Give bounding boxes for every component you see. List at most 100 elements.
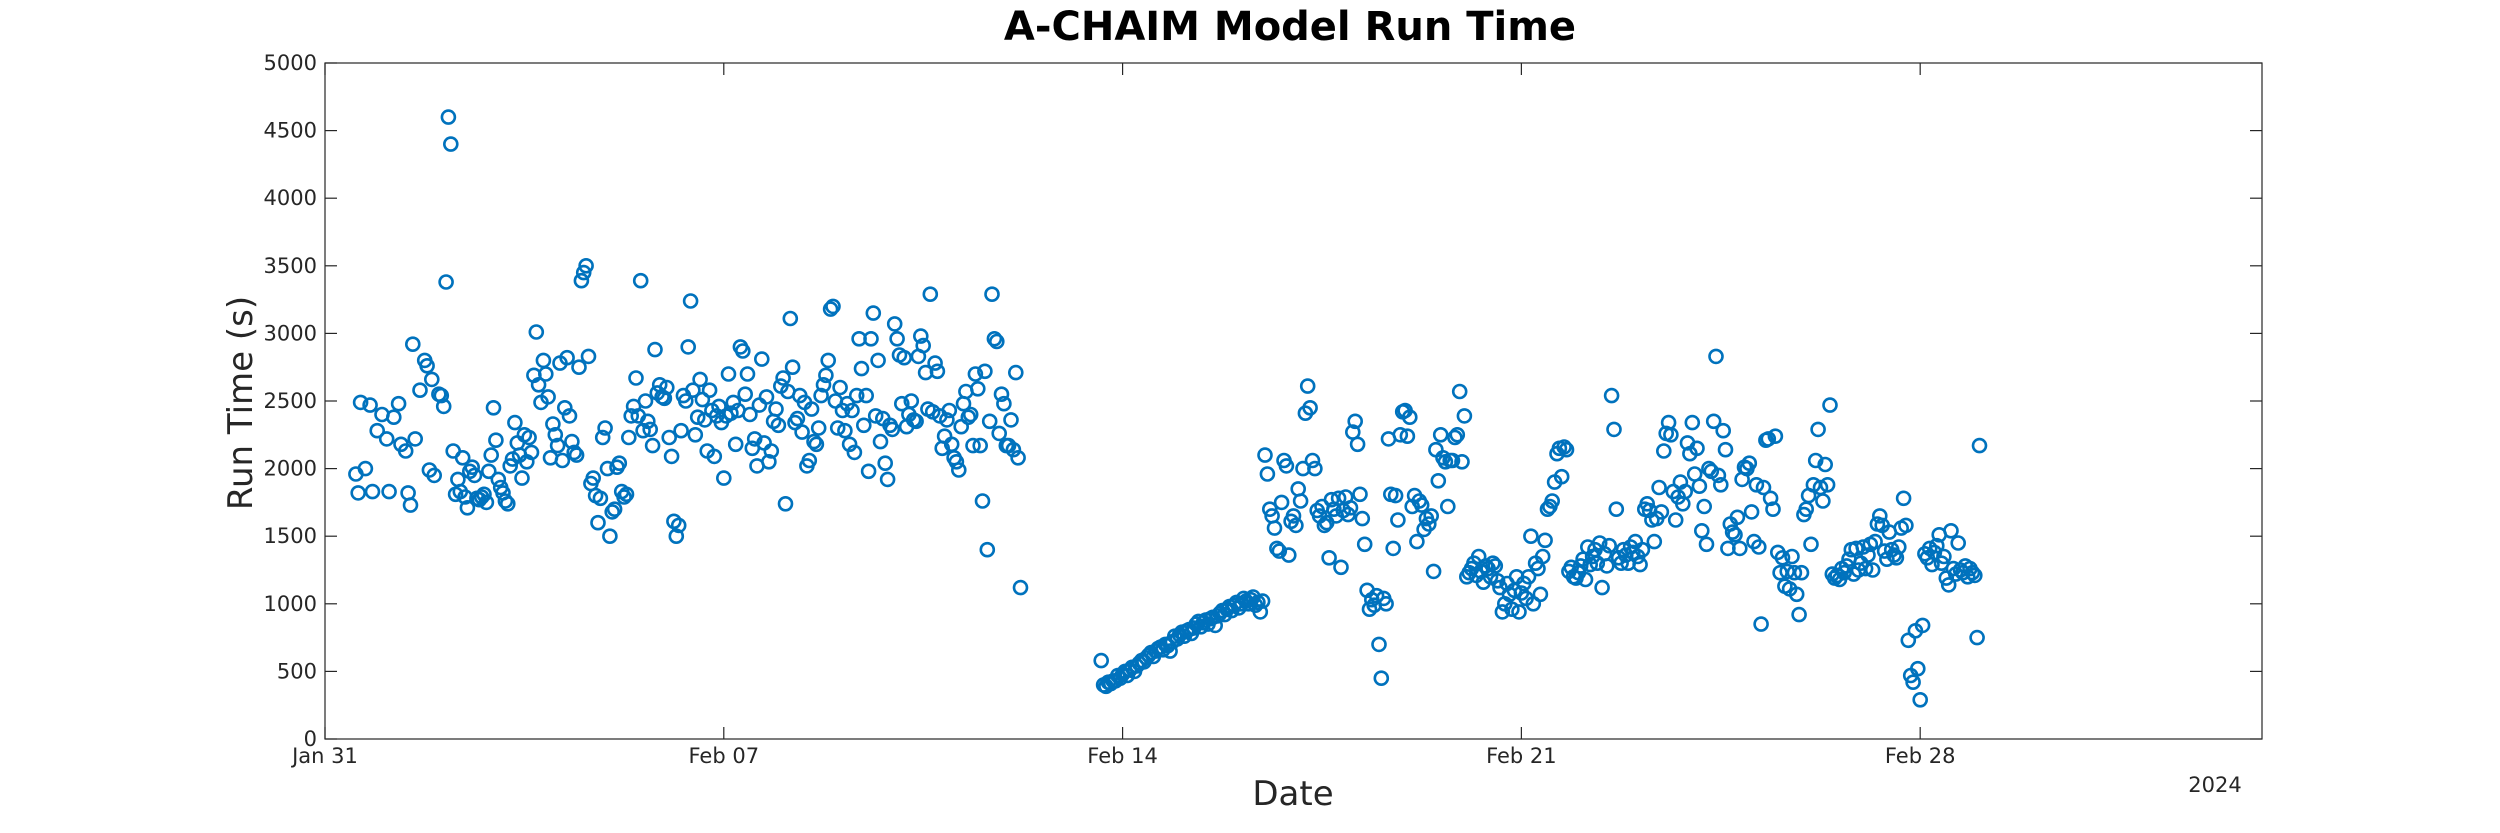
data-point [1582,556,1598,573]
data-point [775,370,791,386]
data-point [1271,543,1288,559]
data-point [618,486,635,503]
data-point [1007,364,1024,381]
data-point [381,483,397,500]
data-point [972,437,989,454]
data-point [1691,478,1708,495]
data-point [1786,564,1803,581]
data-point [1765,501,1781,518]
data-point [1663,426,1679,443]
data-point [1929,537,1945,554]
data-point [1340,506,1356,523]
data-point [1753,616,1769,632]
data-point [742,406,758,423]
data-point [620,429,637,446]
data-point [1349,436,1366,453]
y-axis-label: Run Time (s) [221,296,261,510]
data-point [1354,510,1371,527]
data-point [1971,437,1988,454]
data-point [988,333,1005,350]
data-point [912,328,929,344]
plot-area: 0 500 1000 1500 2000 2500 3000 3500 4000 4500 5000… [264,51,2263,768]
data-point [1093,652,1109,669]
data-point [1392,426,1409,443]
data-point [1010,449,1026,466]
data-point [597,420,613,436]
data-point [647,341,663,358]
data-point [1705,413,1722,430]
data-point [632,272,649,289]
data-point [723,405,739,422]
data-point [1577,571,1594,588]
data-point [1905,674,1921,691]
data-point [1791,606,1807,623]
data-point [889,330,905,347]
data-point [822,301,839,317]
x-tick-label: Feb 28 [1885,744,1956,768]
data-point [996,395,1012,412]
data-point [1639,495,1655,512]
data-point [642,421,659,438]
data-point [604,504,621,520]
data-point [540,389,556,405]
data-point [865,305,882,321]
data-point [810,420,827,436]
data-point [1254,593,1271,609]
data-point [628,370,644,386]
data-point [1760,431,1777,447]
data-point [1544,493,1560,509]
data-point [1307,460,1323,477]
data-point [1646,533,1663,550]
data-point [1285,508,1302,524]
data-point [1409,533,1425,550]
axes-box [324,62,2263,740]
data-point [855,417,872,434]
data-point [1413,497,1430,513]
data-point [514,470,530,486]
data-point [1539,501,1556,518]
data-point [521,429,537,446]
data-point [1967,567,1983,584]
data-point [561,408,578,424]
y-tick-label: 4000 [264,186,317,210]
data-point [402,497,419,513]
data-point [867,408,884,424]
data-point [701,382,718,399]
data-point [1807,452,1824,469]
data-point [1601,537,1617,554]
data-point [915,337,932,354]
data-point [466,467,483,484]
x-axis-label: Date [1252,774,1333,814]
data-point [1819,476,1836,493]
data-point [1815,493,1831,509]
data-point [939,412,955,428]
data-point [789,410,806,427]
data-point [1943,522,1959,539]
data-point [825,298,841,315]
data-point [556,399,573,416]
data-point [1724,524,1741,540]
data-point [846,444,863,461]
data-point [1430,472,1447,489]
data-point [483,447,500,463]
data-point [872,433,889,450]
data-point [979,541,996,558]
y-tick-label: 2500 [264,389,317,413]
data-point [1347,413,1363,430]
data-point [761,453,777,470]
x-tick-label: Feb 14 [1087,744,1158,768]
data-point [1378,595,1394,612]
data-point [502,458,519,474]
data-point [442,136,459,152]
data-point [435,398,452,415]
data-point [1926,544,1943,561]
data-point [801,452,818,469]
data-point [1606,421,1622,438]
data-point [1864,562,1881,578]
data-point [575,264,592,281]
data-point [606,501,623,518]
data-point [993,386,1010,403]
data-point [499,495,516,512]
data-point [784,359,801,376]
